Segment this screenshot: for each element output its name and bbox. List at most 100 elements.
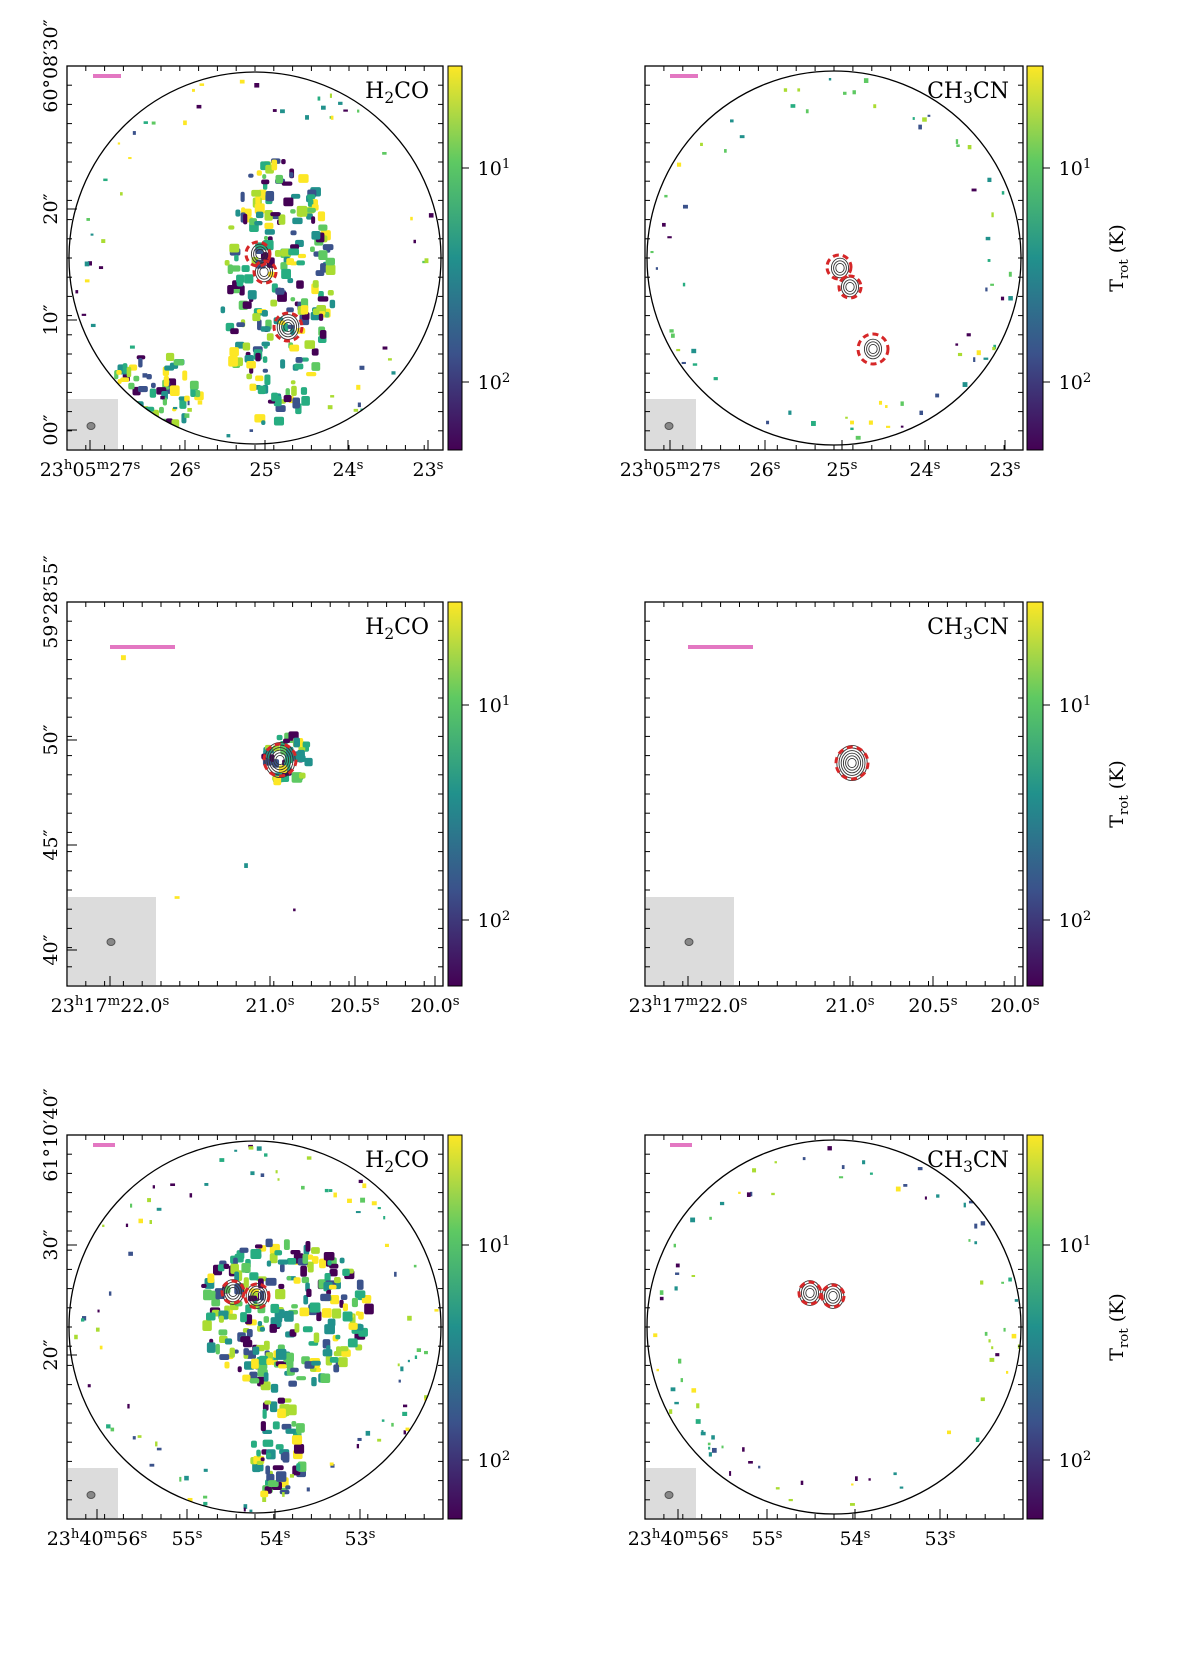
colorbar — [1026, 601, 1044, 987]
map-pixel — [330, 115, 334, 120]
primary-beam-circle — [646, 1139, 1022, 1515]
map-pixel — [655, 267, 658, 270]
map-pixel — [227, 285, 234, 295]
x-tick-label: 23h17m22.0s — [629, 994, 748, 1017]
map-pixel — [935, 393, 940, 398]
map-pixel — [927, 114, 931, 117]
map-pixel — [169, 385, 180, 397]
map-pixel — [197, 400, 203, 405]
x-tick-label: 20.5s — [908, 994, 957, 1017]
map-pixel — [248, 173, 254, 178]
map-pixel — [106, 1424, 111, 1429]
map-pixel — [306, 1288, 312, 1297]
map-pixel — [422, 260, 426, 264]
source-marker — [252, 259, 278, 285]
x-tick-label: 23h05m27s — [40, 458, 141, 481]
map-pixel — [306, 371, 317, 377]
colorbar-tick-label: 102 — [478, 909, 511, 932]
map-pixel — [234, 1149, 238, 1152]
map-pixel — [313, 1332, 320, 1343]
map-pixel — [264, 222, 274, 229]
map-pixel — [128, 1251, 133, 1256]
colorbar-tick-label: 102 — [1059, 371, 1092, 394]
map-pixel — [282, 1492, 285, 1497]
map-pixel — [179, 1476, 182, 1482]
y-tick-label: 40″ — [40, 934, 62, 965]
figure-panel-2: CH3CN 23h05m27s 26s 25s 24s 23s 102 101 Trot (K) — [620, 65, 1132, 481]
map-pixel — [257, 385, 266, 395]
map-pixel — [240, 1312, 247, 1323]
map-pixel — [653, 1333, 658, 1338]
map-pixel — [721, 1445, 724, 1449]
map-pixel — [358, 1179, 363, 1184]
map-pixel — [956, 144, 960, 147]
source-marker — [856, 332, 890, 366]
map-pixel — [682, 282, 686, 287]
map-pixel — [357, 1437, 362, 1441]
source-marker — [820, 1283, 846, 1309]
map-pixel — [142, 373, 148, 378]
map-pixel — [675, 1263, 680, 1268]
map-pixel — [281, 181, 293, 186]
map-pixel — [290, 244, 300, 250]
map-pixel — [400, 1366, 404, 1372]
map-pixel — [133, 375, 140, 382]
map-pixel — [413, 239, 416, 244]
map-pixel — [1000, 296, 1005, 301]
map-pixel — [659, 1290, 664, 1295]
x-tick-label: 23s — [989, 458, 1020, 481]
map-pixel — [893, 1472, 897, 1476]
map-pixel — [286, 307, 294, 313]
map-pixel — [1008, 296, 1013, 301]
map-pixel — [244, 355, 254, 363]
intensity-contour — [833, 260, 847, 276]
map-pixel — [249, 1272, 259, 1281]
map-pixel — [841, 1165, 845, 1170]
map-pixel — [669, 1409, 673, 1414]
map-pixel — [233, 1349, 239, 1354]
map-pixel — [851, 1483, 854, 1486]
map-pixel — [296, 280, 304, 289]
map-pixel — [828, 77, 832, 81]
map-pixel — [147, 1198, 152, 1203]
y-tick-label: 45″ — [40, 829, 62, 860]
map-pixel — [306, 1156, 312, 1160]
map-pixel — [280, 359, 286, 369]
map-pixel — [224, 1338, 233, 1345]
map-pixel — [120, 192, 123, 196]
source-marker — [244, 240, 272, 268]
map-pixel — [184, 1475, 189, 1481]
map-pixel — [695, 1419, 701, 1424]
map-pixel — [290, 297, 296, 302]
map-pixel — [122, 363, 128, 374]
molecule-label: H2CO — [365, 615, 429, 643]
map-pixel — [278, 214, 286, 225]
map-pixel — [989, 1357, 995, 1362]
map-pixel — [738, 1191, 741, 1194]
map-pixel — [133, 411, 140, 417]
map-pixel — [260, 1421, 266, 1432]
map-pixel — [692, 363, 698, 366]
map-pixel — [434, 1309, 439, 1312]
map-pixel — [338, 101, 343, 105]
map-pixel — [273, 416, 285, 426]
map-pixel — [162, 397, 168, 406]
map-pixel — [257, 319, 262, 331]
map-pixel — [968, 1200, 974, 1204]
map-pixel — [371, 1201, 377, 1206]
map-pixel — [282, 1451, 290, 1463]
map-pixel — [746, 1192, 751, 1197]
map-pixel — [987, 259, 991, 262]
beam-ellipse — [664, 422, 674, 430]
map-pixel — [149, 418, 155, 428]
map-pixel — [391, 1422, 394, 1427]
map-pixel — [827, 1146, 832, 1151]
beam-ellipse — [86, 1491, 96, 1499]
map-pixel — [342, 1311, 353, 1322]
map-pixel — [397, 1363, 400, 1367]
map-pixel — [246, 373, 253, 380]
map-pixel — [377, 1207, 381, 1210]
x-tick-label: 20.5s — [330, 994, 379, 1017]
map-pixel — [348, 1322, 358, 1330]
map-pixel — [298, 174, 309, 183]
